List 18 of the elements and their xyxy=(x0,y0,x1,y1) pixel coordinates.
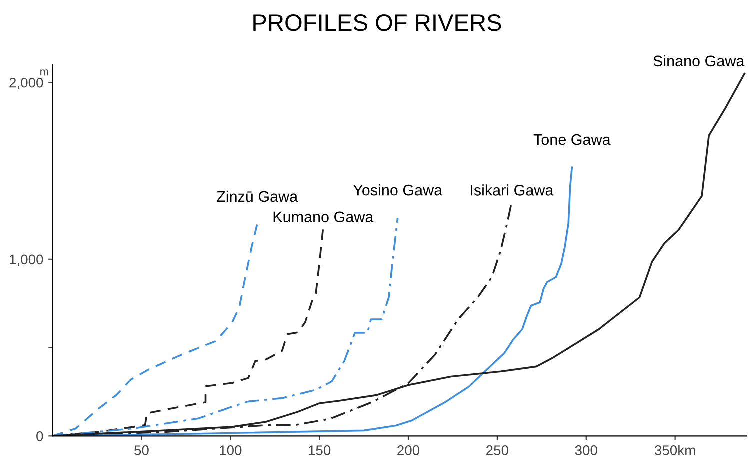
x-tick-label: 300 xyxy=(575,446,598,456)
y-tick-label: 2,000 xyxy=(10,78,44,90)
series-label: Tone Gawa xyxy=(534,134,611,146)
y-tick-label: 1,000 xyxy=(10,254,44,266)
chart-title: PROFILES OF RIVERS xyxy=(254,14,502,32)
x-tick-label: 50 xyxy=(134,446,149,456)
x-tick-label: 250 xyxy=(486,446,508,456)
x-tick-label: 350km xyxy=(655,445,696,456)
x-tick-label: 100 xyxy=(220,446,242,456)
series-label: Sinano Gawa xyxy=(654,55,745,67)
series-label: Yosino Gawa xyxy=(353,184,443,196)
x-tick-label: 150 xyxy=(309,446,331,456)
series-label: Isikari Gawa xyxy=(471,184,554,196)
x-tick-label: 200 xyxy=(398,446,420,456)
series-label: Zinzū Gawa xyxy=(217,190,298,202)
y-axis-title: m xyxy=(40,70,48,76)
y-tick-label: 0 xyxy=(36,431,44,442)
series-label: Kumano Gawa xyxy=(274,212,374,223)
